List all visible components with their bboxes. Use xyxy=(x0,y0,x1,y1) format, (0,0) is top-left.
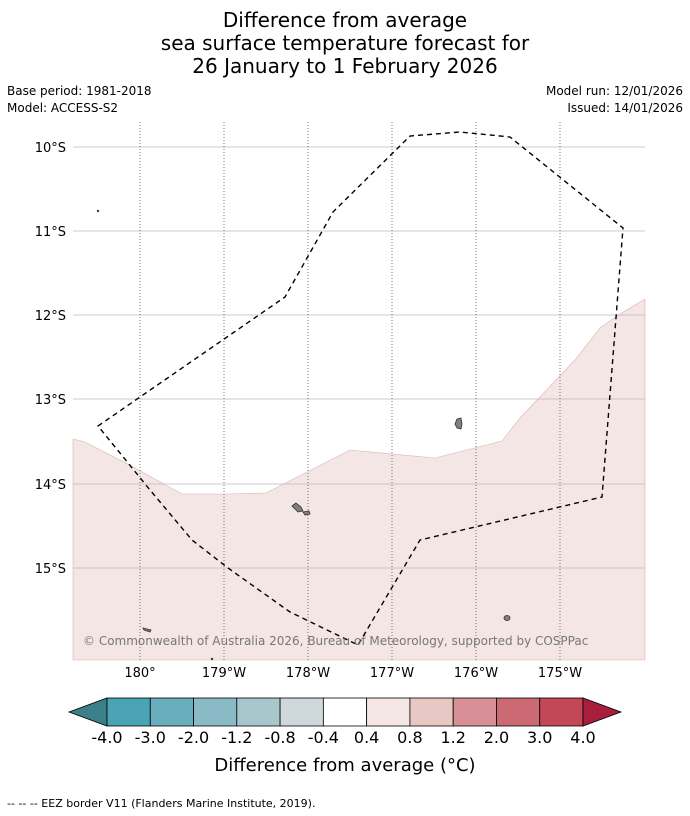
lat-label-12s: 12°S xyxy=(35,309,66,324)
colorbar-tick-label: -0.8 xyxy=(264,728,296,747)
lon-label-178w: 178°W xyxy=(286,666,330,681)
colorbar-tick-label: -2.0 xyxy=(177,728,210,747)
island-dot-south xyxy=(210,657,214,661)
colorbar-tick-label: -3.0 xyxy=(134,728,166,747)
colorbar-tick-label: -1.2 xyxy=(221,728,253,747)
copyright-notice: © Commonwealth of Australia 2026, Bureau… xyxy=(83,634,588,648)
island-small-east xyxy=(503,615,511,621)
issued-date: Issued: 14/01/2026 xyxy=(567,101,683,115)
colorbar xyxy=(67,697,623,727)
colorbar-box xyxy=(193,697,238,727)
anomaly-region xyxy=(72,298,646,661)
island-small-south xyxy=(142,627,152,633)
lat-label-13s: 13°S xyxy=(35,393,66,408)
colorbar-arrow-low xyxy=(67,697,108,727)
colorbar-tick-label: 3.0 xyxy=(526,728,553,747)
colorbar-tick-label: 1.2 xyxy=(440,728,466,747)
island-futuna xyxy=(291,502,304,513)
colorbar-tick-label: 0.8 xyxy=(397,728,423,747)
colorbar-tick-label: 2.0 xyxy=(483,728,510,747)
lat-label-15s: 15°S xyxy=(35,562,66,577)
colorbar-box xyxy=(496,697,541,727)
colorbar-box xyxy=(539,697,584,727)
colorbar-tick-label: 0.4 xyxy=(353,728,380,747)
title-line-2: sea surface temperature forecast for xyxy=(160,31,530,55)
colorbar-box xyxy=(106,697,151,727)
island-wallis xyxy=(454,417,463,430)
colorbar-box xyxy=(236,697,281,727)
lat-label-11s: 11°S xyxy=(35,225,66,240)
lon-label-177w: 177°W xyxy=(370,666,414,681)
longitude-labels: 180° 179°W 178°W 177°W 176°W 175°W xyxy=(124,666,582,681)
model-run: Model run: 12/01/2026 xyxy=(545,84,683,98)
eez-border xyxy=(96,131,624,646)
title-line-3: 26 January to 1 February 2026 xyxy=(192,54,498,78)
colorbar-arrow-high xyxy=(582,697,623,727)
colorbar-tick-label: -0.4 xyxy=(307,728,339,747)
colorbar-tick-label: 4.0 xyxy=(570,728,596,747)
island-alofi xyxy=(302,510,311,516)
eez-footnote: -- -- -- EEZ border V11 (Flanders Marine… xyxy=(7,797,316,810)
colorbar-title: Difference from average (°C) xyxy=(214,755,476,776)
colorbar-box xyxy=(149,697,194,727)
colorbar-box xyxy=(452,697,497,727)
colorbar-box xyxy=(322,697,368,727)
lon-label-175w: 175°W xyxy=(538,666,582,681)
colorbar-tick-label: -4.0 xyxy=(91,728,123,747)
latitude-labels: 10°S 11°S 12°S 13°S 14°S 15°S xyxy=(35,141,66,577)
colorbar-box xyxy=(366,697,411,727)
lat-label-10s: 10°S xyxy=(35,141,66,156)
lon-label-179w: 179°W xyxy=(202,666,246,681)
base-period: Base period: 1981-2018 xyxy=(7,84,152,98)
title-line-1: Difference from average xyxy=(222,8,468,32)
latitude-gridlines xyxy=(73,146,645,569)
lon-label-180: 180° xyxy=(124,666,155,681)
lon-label-176w: 176°W xyxy=(454,666,498,681)
islands xyxy=(96,209,511,661)
island-dot-north xyxy=(96,209,100,213)
model-name: Model: ACCESS-S2 xyxy=(7,101,119,115)
colorbar-box xyxy=(409,697,454,727)
lat-label-14s: 14°S xyxy=(35,478,66,493)
colorbar-box xyxy=(279,697,324,727)
